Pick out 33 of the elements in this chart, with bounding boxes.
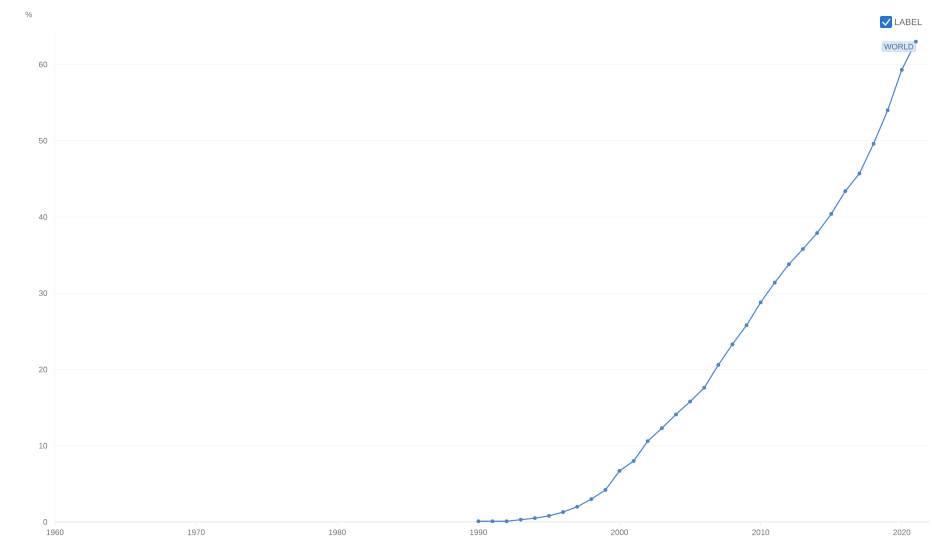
point	[660, 426, 664, 430]
point	[688, 400, 692, 404]
point	[730, 342, 734, 346]
point	[744, 323, 748, 328]
point	[589, 497, 594, 502]
point	[914, 40, 918, 44]
point	[674, 412, 678, 416]
point	[829, 212, 834, 216]
point	[604, 488, 608, 492]
point	[561, 510, 565, 514]
point	[786, 262, 791, 266]
point	[716, 363, 720, 367]
point	[575, 504, 580, 509]
point	[547, 514, 551, 518]
point	[504, 519, 509, 524]
point	[702, 386, 706, 390]
point	[886, 108, 890, 112]
point	[815, 231, 820, 235]
point	[476, 519, 480, 524]
point	[618, 468, 622, 473]
point	[772, 280, 777, 284]
point	[532, 516, 537, 520]
point	[518, 518, 523, 522]
point	[872, 142, 876, 146]
point	[900, 68, 904, 72]
point	[843, 189, 848, 193]
point	[858, 172, 862, 176]
text: LABEL	[894, 18, 922, 26]
point	[646, 439, 650, 444]
point	[758, 300, 763, 304]
point	[490, 519, 494, 524]
point	[632, 459, 636, 463]
point	[801, 247, 805, 251]
